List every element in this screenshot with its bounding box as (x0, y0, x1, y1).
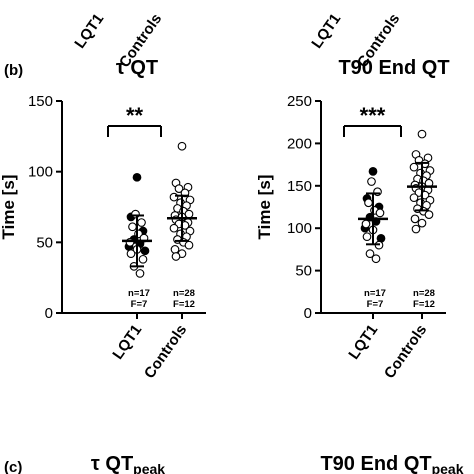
data-point-open (184, 240, 194, 250)
group-annotation: n=28 (413, 288, 435, 299)
significance-label: *** (360, 103, 386, 128)
data-point-open (371, 254, 381, 264)
group-annotation: n=28 (173, 288, 195, 299)
x-tick-label: Controls (141, 322, 190, 382)
data-point-open (361, 219, 371, 229)
panel-c-title-1: τ QTpeak (91, 453, 165, 474)
data-point-open (131, 209, 140, 219)
y-axis-label: Time [s] (0, 175, 18, 240)
group-annotation: F=12 (413, 299, 435, 310)
data-point-filled (132, 172, 142, 182)
group-annotation: F=12 (173, 299, 195, 310)
chart-title: τ QT (116, 57, 158, 79)
chart-t90-end-qt: T90 End QT Time [s] 0 50 100 150 200 250 LQT1 Con… (255, 57, 450, 382)
data-point-open (177, 141, 187, 151)
data-point-open (411, 224, 421, 234)
panel-c-tag: (c) (4, 459, 22, 474)
data-point-open (365, 249, 375, 258)
y-tick-label: 150 (287, 178, 312, 195)
y-tick-label: 200 (287, 135, 312, 152)
data-point-open (174, 184, 184, 193)
x-tick-label: LQT1 (109, 322, 145, 363)
data-point-filled (140, 246, 150, 256)
y-tick-label: 50 (295, 263, 312, 280)
data-point-open (409, 193, 419, 203)
data-point-open (128, 222, 137, 232)
data-point-open (364, 198, 373, 208)
chart-title: T90 End QT (338, 57, 449, 79)
data-point-open (375, 208, 385, 218)
y-axis-label: Time [s] (255, 175, 274, 240)
top-category-label-lqt1-partial: LQT1 (71, 11, 107, 52)
top-category-label-lqt1-partial-2: LQT1 (308, 11, 344, 52)
group-annotation: F=7 (367, 299, 384, 310)
data-point-open (362, 232, 372, 242)
panel-c-title-1-sub: peak (133, 461, 165, 474)
panel-c-title-2-sub: peak (432, 461, 464, 474)
data-point-filled (368, 167, 378, 176)
group-annotation: n=17 (364, 288, 386, 299)
panel-b-tag: (b) (4, 62, 23, 79)
y-tick-label: 150 (28, 93, 53, 110)
data-point-open (135, 269, 145, 278)
y-tick-label: 100 (287, 220, 312, 237)
panel-c-title-2-main: T90 End QT (320, 453, 431, 474)
data-point-open (417, 218, 427, 228)
y-tick-label: 50 (36, 234, 53, 251)
data-point-open (410, 214, 420, 224)
data-point-open (424, 210, 434, 219)
x-tick-label: Controls (381, 322, 430, 382)
data-point-open (409, 162, 419, 172)
data-point-open (126, 249, 136, 258)
x-tick-label: LQT1 (345, 322, 381, 363)
panel-c-title-2: T90 End QTpeak (320, 453, 463, 474)
data-point-open (171, 252, 181, 261)
data-point-open (169, 223, 179, 233)
y-tick-label: 0 (45, 305, 53, 322)
data-point-open (170, 245, 180, 254)
data-point-open (367, 177, 376, 186)
y-tick-label: 250 (287, 93, 312, 110)
data-point-open (138, 254, 148, 264)
panel-c-title-1-main: τ QT (91, 453, 133, 474)
data-point-open (417, 129, 427, 139)
group-annotation: n=17 (128, 288, 150, 299)
data-point-open (137, 218, 146, 227)
significance-label: ** (126, 103, 144, 128)
y-tick-label: 0 (304, 305, 312, 322)
data-point-open (169, 192, 179, 202)
group-annotation: F=7 (131, 299, 148, 310)
y-tick-label: 100 (28, 164, 53, 181)
